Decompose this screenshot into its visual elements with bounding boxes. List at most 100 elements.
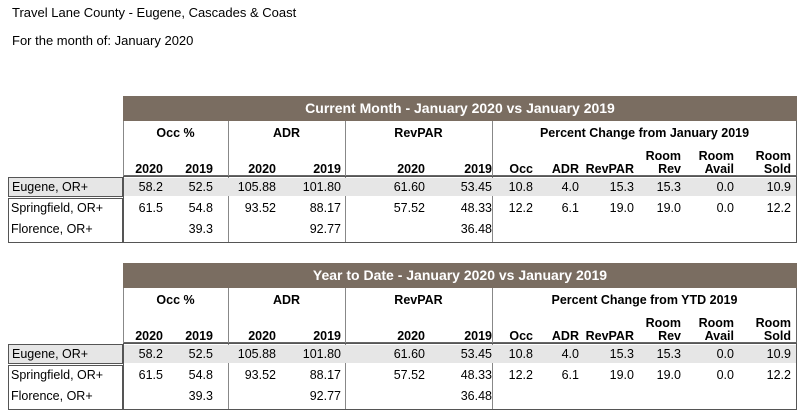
pct-change-header-line2: Sold: [763, 329, 791, 343]
table-cell: 19.0: [656, 368, 681, 382]
stats-table: Year to Date - January 2020 vs January 2…: [8, 263, 797, 413]
year-header: 2020: [248, 329, 276, 343]
table-row: [8, 345, 797, 363]
row-label: Eugene, OR+: [8, 344, 123, 364]
group-header: Occ %: [156, 293, 195, 307]
table-cell: 36.48: [460, 389, 492, 403]
table-cell: 12.2: [766, 201, 791, 215]
table-cell: 19.0: [609, 368, 634, 382]
pct-change-header-line2: Avail: [704, 162, 734, 176]
table-cell: 88.17: [309, 201, 341, 215]
group-header: ADR: [272, 293, 301, 307]
section-band: Year to Date - January 2020 vs January 2…: [123, 263, 797, 288]
table-cell: 0.0: [716, 180, 734, 194]
pct-change-header-line2: ADR: [551, 162, 579, 176]
table-cell: 105.88: [237, 347, 276, 361]
year-header: 2019: [185, 329, 213, 343]
table-cell: 93.52: [244, 201, 276, 215]
table-cell: 0.0: [716, 368, 734, 382]
table-cell: 10.9: [766, 180, 791, 194]
report-title: Travel Lane County - Eugene, Cascades & …: [12, 5, 297, 20]
pct-change-header-line1: Room: [698, 316, 734, 330]
table-cell: 15.3: [609, 180, 634, 194]
table-cell: 10.8: [508, 347, 533, 361]
table-cell: 15.3: [656, 180, 681, 194]
table-cell: 88.17: [309, 368, 341, 382]
row-label: Eugene, OR+: [8, 177, 123, 197]
table-cell: 54.8: [188, 201, 213, 215]
row-label: Florence, OR+: [11, 222, 93, 236]
table-cell: 10.9: [766, 347, 791, 361]
table-cell: 92.77: [309, 222, 341, 236]
table-cell: 58.2: [138, 347, 163, 361]
table-cell: 6.1: [561, 201, 579, 215]
table-cell: 4.0: [561, 347, 579, 361]
pct-change-header-line2: Avail: [704, 329, 734, 343]
year-header: 2019: [464, 162, 492, 176]
year-header: 2020: [397, 329, 425, 343]
stats-table: Current Month - January 2020 vs January …: [8, 96, 797, 246]
table-cell: 101.80: [302, 347, 341, 361]
pct-change-header-line2: ADR: [551, 329, 579, 343]
table-cell: 19.0: [656, 201, 681, 215]
table-cell: 61.60: [393, 180, 425, 194]
pct-change-header-line1: Room: [755, 316, 791, 330]
year-header: 2020: [248, 162, 276, 176]
data-block: [123, 176, 797, 243]
pct-change-header-line2: Occ: [509, 329, 533, 343]
table-cell: 53.45: [460, 347, 492, 361]
report-subtitle: For the month of: January 2020: [12, 33, 194, 48]
year-header: 2020: [397, 162, 425, 176]
group-header: RevPAR: [394, 293, 443, 307]
group-header: Occ %: [156, 126, 195, 140]
table-cell: 4.0: [561, 180, 579, 194]
table-cell: 0.0: [716, 347, 734, 361]
table-cell: 58.2: [138, 180, 163, 194]
group-header: Percent Change from YTD 2019: [551, 293, 738, 307]
group-header: RevPAR: [394, 126, 443, 140]
label-column-box: [8, 198, 123, 243]
table-cell: 61.5: [138, 368, 163, 382]
table-cell: 48.33: [460, 201, 492, 215]
table-cell: 92.77: [309, 389, 341, 403]
year-header: 2019: [313, 162, 341, 176]
table-cell: 48.33: [460, 368, 492, 382]
table-cell: 39.3: [188, 222, 213, 236]
table-cell: 61.60: [393, 347, 425, 361]
table-cell: 39.3: [188, 389, 213, 403]
year-header: 2020: [135, 162, 163, 176]
table-row: [8, 178, 797, 196]
section-band: Current Month - January 2020 vs January …: [123, 96, 797, 121]
table-cell: 10.8: [508, 180, 533, 194]
table-cell: 52.5: [188, 347, 213, 361]
row-label: Springfield, OR+: [11, 368, 104, 382]
table-cell: 12.2: [766, 368, 791, 382]
row-label: Florence, OR+: [11, 389, 93, 403]
pct-change-header-line2: Rev: [658, 329, 681, 343]
table-cell: 93.52: [244, 368, 276, 382]
table-cell: 19.0: [609, 201, 634, 215]
table-cell: 61.5: [138, 201, 163, 215]
pct-change-header-line2: RevPAR: [585, 329, 634, 343]
pct-change-header-line2: RevPAR: [585, 162, 634, 176]
pct-change-header-line2: Occ: [509, 162, 533, 176]
group-header: ADR: [272, 126, 301, 140]
table-cell: 0.0: [716, 201, 734, 215]
table-cell: 57.52: [393, 368, 425, 382]
table-cell: 6.1: [561, 368, 579, 382]
table-cell: 12.2: [508, 368, 533, 382]
pct-change-header-line1: Room: [698, 149, 734, 163]
year-header: 2019: [313, 329, 341, 343]
table-cell: 101.80: [302, 180, 341, 194]
row-label: Springfield, OR+: [11, 201, 104, 215]
table-cell: 105.88: [237, 180, 276, 194]
table-cell: 15.3: [609, 347, 634, 361]
data-block: [123, 343, 797, 410]
table-cell: 12.2: [508, 201, 533, 215]
table-cell: 15.3: [656, 347, 681, 361]
year-header: 2020: [135, 329, 163, 343]
pct-change-header-line2: Sold: [763, 162, 791, 176]
pct-change-header-line2: Rev: [658, 162, 681, 176]
table-cell: 36.48: [460, 222, 492, 236]
label-column-box: [8, 365, 123, 410]
